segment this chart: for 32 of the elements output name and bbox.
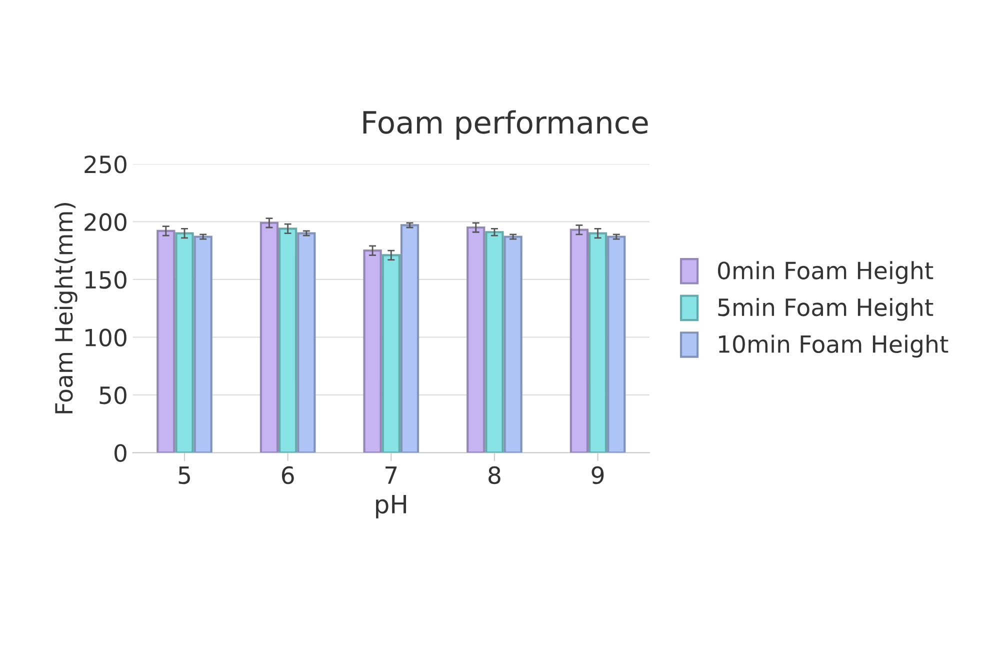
- bar: [260, 222, 279, 453]
- y-tick-label: 0: [114, 444, 126, 462]
- y-axis-title: Foam Height(mm): [54, 203, 78, 414]
- bar: [504, 236, 522, 453]
- legend-label: 0min Foam Height: [718, 261, 934, 284]
- bar: [607, 236, 626, 453]
- legend-label: 10min Foam Height: [719, 334, 948, 358]
- bar: [297, 232, 316, 453]
- x-tick-label: 5: [178, 466, 190, 484]
- legend-label: 5min Foam Height: [718, 298, 934, 321]
- bar: [588, 232, 608, 453]
- y-tick-label: 100: [86, 328, 126, 346]
- y-tick-label: 250: [84, 155, 126, 174]
- bar: [570, 228, 588, 453]
- bar: [278, 228, 298, 453]
- bar: [400, 224, 420, 453]
- bar: [382, 254, 400, 453]
- x-axis-title: pH: [376, 495, 406, 518]
- bar: [466, 226, 486, 453]
- bar: [156, 230, 176, 453]
- chart-title: Foam performance: [363, 110, 648, 140]
- x-tick-label: 7: [386, 466, 397, 484]
- x-tick-label: 6: [282, 466, 294, 484]
- bar: [175, 232, 194, 453]
- y-tick-label: 150: [86, 270, 126, 289]
- y-tick-label: 200: [84, 213, 126, 232]
- bar: [485, 231, 504, 453]
- bar: [363, 250, 382, 453]
- x-tick-label: 9: [592, 466, 604, 484]
- x-tick-label: 8: [488, 466, 500, 484]
- y-tick-label: 50: [100, 386, 126, 404]
- bar: [194, 236, 212, 453]
